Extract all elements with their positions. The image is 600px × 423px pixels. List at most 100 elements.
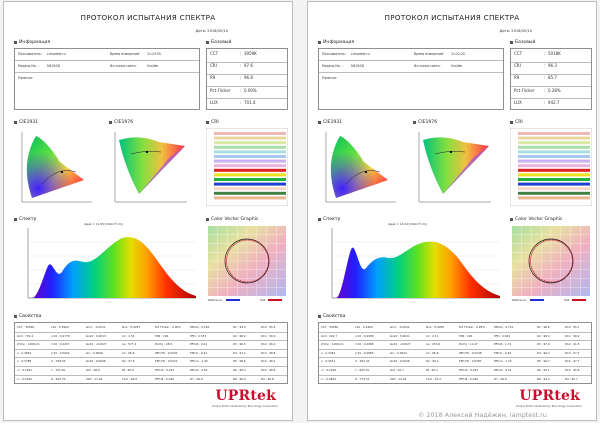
section-marker-icon [109, 121, 112, 124]
cri-bar [518, 191, 590, 195]
table-row-divider [319, 366, 591, 367]
cri-bar [214, 191, 286, 195]
cri-bar [214, 132, 286, 135]
section-title: CRI [211, 120, 219, 125]
legend-reference-label: Reference [512, 298, 527, 302]
info-model: MK350D [47, 64, 60, 68]
info-divider [319, 60, 503, 61]
chromaticity-point [364, 170, 368, 174]
table-cell: R15 : 95.6 [565, 368, 580, 372]
spectrum-curve [32, 236, 196, 298]
table-row-divider [15, 357, 287, 359]
table-cell: R10 : 95.5 [261, 325, 276, 329]
table-cell: R15 : 98.4 [261, 368, 276, 372]
basic-divider [207, 85, 287, 87]
basic-key: CRI [210, 63, 217, 69]
table-cell: PPD-R : 0.714 [494, 325, 514, 329]
planckian-locus [130, 151, 162, 155]
legend-reference-swatch [226, 299, 240, 301]
table-cell: R2 : 98.0 [233, 333, 246, 338]
table-cell: PPD-FR : 0.0291 [155, 350, 178, 355]
table-row-divider [15, 374, 287, 376]
cri-bar [214, 182, 286, 186]
table-cell: LUX : 942.7 [321, 333, 338, 338]
table-cell: PFD-R : 0.45 [494, 368, 512, 372]
cri-bar [518, 155, 590, 158]
section-title: Спектр [19, 217, 37, 222]
spectrum-curve [336, 241, 500, 298]
table-row-divider [319, 331, 591, 333]
section-marker-icon [14, 121, 17, 124]
table-cell: v'10 : 0.2297 [51, 342, 70, 347]
section-marker-icon [14, 218, 17, 221]
table-cell: PFD : 2.533 [190, 333, 207, 338]
basic-divider [511, 98, 591, 100]
section-title: CIE1931 [19, 120, 39, 125]
basic-key: LUX [514, 99, 522, 105]
basic-value: 942.7 [548, 99, 560, 105]
table-cell: FPD-FR : 0.0321 [155, 359, 178, 364]
table-cell: Δv10 : 0.0006 [86, 359, 106, 364]
table-cell: R7 : 96.6 [494, 376, 507, 381]
table-cell: FPR : 100 [155, 333, 169, 338]
legend-test-label: Test [564, 298, 570, 302]
table-cell: y'10 : 0.5024 [51, 350, 70, 355]
cri-bar [518, 182, 590, 186]
info-user: Lamptest.ru [47, 52, 66, 56]
section-title: Color Vector Graphic [515, 217, 563, 222]
table-cell: Δu10 : 0.0021 [390, 333, 410, 338]
table-cell: R1 : 96.6 [537, 325, 550, 329]
basic-value: 5018K [548, 51, 561, 56]
table-cell: LTlmn : 1000nm [17, 342, 40, 347]
table-cell: Δv10 : 0.0026 [390, 359, 410, 364]
section-marker-icon [510, 121, 513, 124]
basic-colon: : [544, 87, 546, 93]
legend-test-label: Test [260, 298, 266, 302]
cvg-reference-circle [528, 238, 574, 284]
table-cell: Duv : 0.0030 [426, 325, 445, 329]
cie1931-diagram [325, 132, 396, 203]
basic-value: 85.7 [548, 75, 557, 81]
basic-colon: : [240, 75, 242, 81]
basic-divider [511, 73, 591, 75]
info-time-label: Время измерений: [414, 52, 445, 56]
cri-bar [518, 187, 590, 191]
table-row-divider [319, 374, 591, 376]
cri-bar [518, 159, 590, 163]
properties-table: CCT : 3959K x10 : 0.3969 Δu'v' : 0.0031 Duv… [14, 322, 288, 384]
copyright-watermark: © 2018 Алексей Надёжин, lamptest.ru [418, 411, 547, 419]
table-cell: PFD : 2.691 [494, 333, 511, 338]
cie1976-diagram [418, 132, 491, 203]
table-cell: u' : 0.2291 [17, 368, 33, 372]
basic-value: 3959K [244, 51, 257, 56]
info-divider [319, 72, 503, 73]
section-marker-icon [14, 315, 17, 318]
section-title: CRI [515, 120, 523, 125]
info-model-label: Модель No. : [18, 64, 39, 68]
table-row-divider [15, 340, 287, 342]
report-left: ПРОТОКОЛ ИСПЫТАНИЯ СПЕКТРА Дата: 2018/05/… [3, 1, 293, 421]
cri-bar [518, 150, 590, 154]
table-cell: λp : 577.4 [122, 342, 137, 347]
color-vector-graphic [208, 226, 286, 301]
table-cell: PFD-B : 0.026 [155, 376, 175, 381]
section-marker-icon [510, 41, 513, 44]
basic-key: R9 [514, 75, 520, 81]
table-cell: x : 0.3824 [17, 350, 32, 355]
table-cell: PFD-R : 0.013 [155, 368, 175, 372]
basic-key: Pct Flicker [210, 87, 231, 93]
table-cell: Δv' : 0.0006 [86, 350, 103, 355]
section-cie1931: CIE1931 [14, 120, 38, 125]
table-cell: Δv' : 0.0024 [390, 350, 407, 355]
section-title: Color Vector Graphic [211, 217, 259, 222]
table-cell: R6 : 98.3 [233, 368, 246, 372]
basic-value: 96.8 [244, 75, 253, 81]
cvg-reference-circle [224, 238, 270, 284]
section-marker-icon [318, 218, 321, 221]
info-memo-label: Памятка: [322, 76, 338, 80]
section-marker-icon [510, 218, 513, 221]
table-cell: FPD-V : 0.41 [190, 350, 208, 355]
properties-table: CCT : 5018K x10 : 0.3460 Δu'v' : 0.0032 Duv… [318, 322, 592, 384]
table-cell: Ra : 97.6 [122, 359, 135, 364]
section-marker-icon [413, 121, 416, 124]
